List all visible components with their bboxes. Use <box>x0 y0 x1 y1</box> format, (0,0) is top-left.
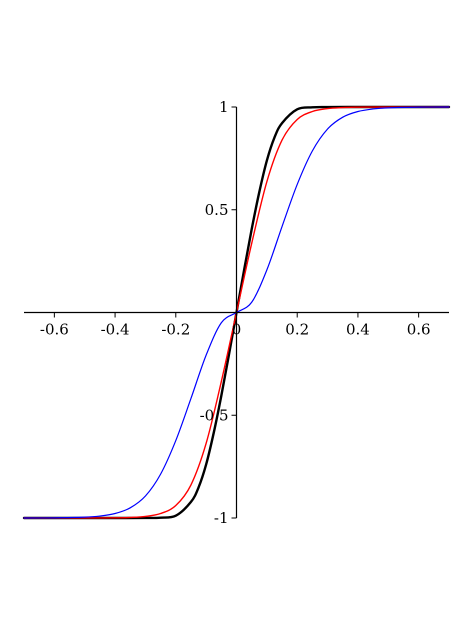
x-tick-label: -0.2 <box>161 321 190 339</box>
x-tick-label: -0.6 <box>40 321 69 339</box>
y-tick-label: -0.5 <box>200 406 229 424</box>
ticks-layer: -0.6 -0.4 -0.2 0 0.2 0.4 0.6 1 0.5 -0.5 -1 <box>40 98 431 527</box>
x-tick-label: 0 <box>232 321 242 339</box>
x-tick-label: -0.4 <box>101 321 130 339</box>
x-tick-label: 0.6 <box>407 321 431 339</box>
y-tick-label: 1 <box>219 98 229 116</box>
x-tick-label: 0.4 <box>346 321 370 339</box>
y-tick-label: 0.5 <box>205 201 229 219</box>
x-tick-label: 0.2 <box>285 321 309 339</box>
y-tick-label: -1 <box>214 509 229 527</box>
